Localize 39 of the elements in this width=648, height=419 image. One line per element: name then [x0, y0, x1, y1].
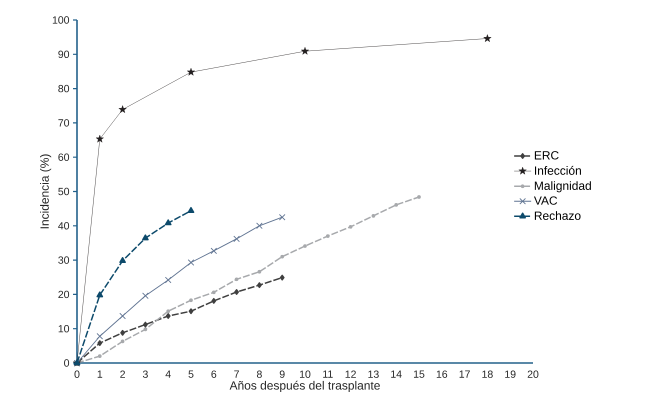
x-tick-label: 2 — [120, 370, 125, 378]
x-tick-label: 11 — [323, 370, 333, 378]
x-tick-label: 4 — [166, 370, 171, 378]
x-tick-label: 12 — [346, 370, 356, 378]
x-tick-label: 9 — [280, 370, 285, 378]
y-tick-label: 30 — [58, 256, 70, 264]
y-tick-label: 20 — [58, 290, 70, 298]
x-tick-label: 1 — [98, 370, 102, 378]
y-tick-label: 90 — [58, 50, 70, 58]
y-tick-label: 70 — [58, 119, 70, 127]
legend-label: Malignidad — [534, 181, 591, 192]
legend-label: Infección — [534, 166, 581, 175]
x-tick-label: 18 — [482, 370, 493, 378]
legend-label: VAC — [534, 196, 558, 205]
x-tick-label: 16 — [436, 370, 448, 378]
x-tick-label: 6 — [211, 370, 216, 378]
y-tick-label: 60 — [58, 154, 70, 161]
x-tick-label: 15 — [414, 370, 424, 378]
x-tick-label: 14 — [391, 370, 402, 378]
x-tick-label: 8 — [256, 370, 262, 378]
y-tick-label: 40 — [58, 222, 70, 230]
x-tick-label: 20 — [528, 370, 538, 378]
legend-label: ERC — [534, 151, 559, 160]
y-tick-label: 10 — [58, 325, 70, 332]
y-tick-label: 80 — [58, 84, 70, 92]
x-tick-label: 13 — [368, 370, 379, 378]
y-tick-label: 0 — [64, 359, 70, 367]
y-tick-label: 50 — [58, 188, 70, 196]
x-tick-label: 0 — [74, 370, 80, 378]
x-axis-title: Años después del trasplante — [230, 380, 380, 392]
x-tick-label: 7 — [234, 370, 239, 378]
x-tick-label: 17 — [460, 370, 470, 378]
x-tick-label: 19 — [505, 370, 516, 378]
x-tick-label: 3 — [142, 370, 148, 378]
x-tick-label: 5 — [188, 370, 194, 378]
x-tick-label: 10 — [300, 370, 310, 378]
y-axis-title: Incidencia (%) — [40, 154, 52, 228]
y-tick-label: 100 — [52, 16, 70, 24]
legend-label: Rechazo — [534, 211, 581, 220]
